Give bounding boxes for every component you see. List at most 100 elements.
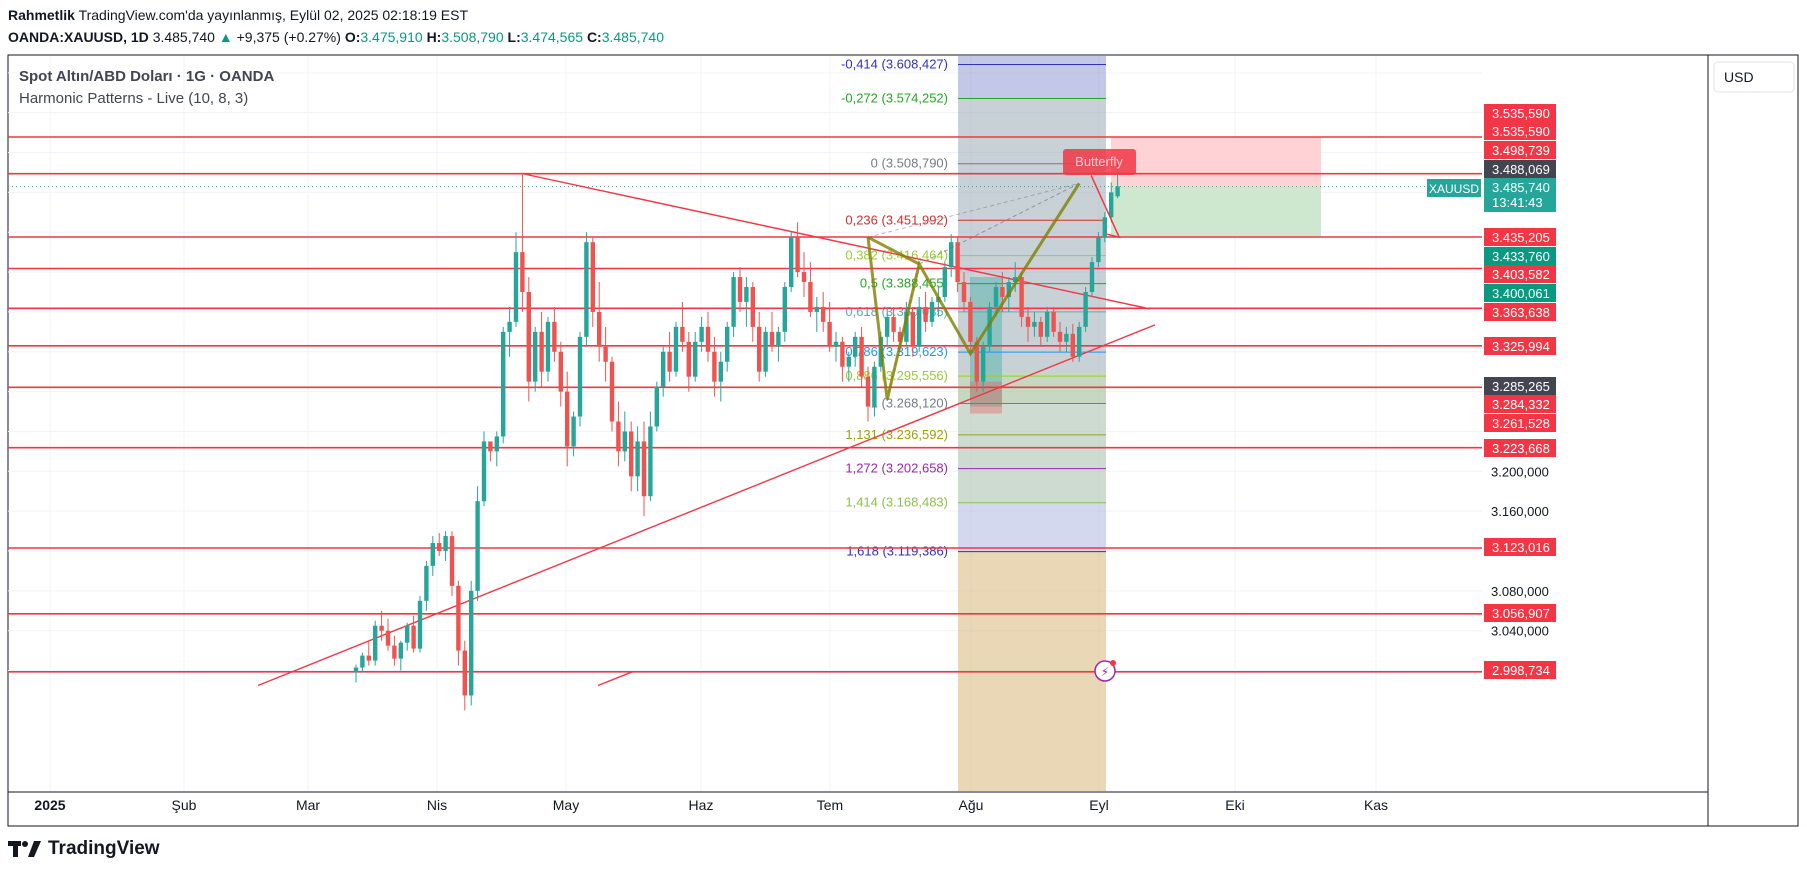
butterfly-label-box[interactable] <box>1063 149 1136 175</box>
pattern-xb-leg <box>867 235 920 266</box>
candle-body <box>763 331 768 372</box>
candle-body <box>929 301 935 322</box>
candle-body <box>353 667 359 673</box>
fib-level-label: 0 (3.508,790) <box>871 156 948 171</box>
x-tick-label: Mar <box>296 797 320 813</box>
candle-body <box>481 441 487 502</box>
fib-level-label: 1,414 (3.168,483) <box>845 495 948 510</box>
candle-body <box>910 311 915 347</box>
candle-body <box>987 306 992 347</box>
candle-body <box>955 242 960 283</box>
price-tag-label: 3.284,332 <box>1492 397 1550 412</box>
x-tick-label: Haz <box>689 797 714 813</box>
candle-body <box>622 431 627 452</box>
candle-body <box>462 650 467 696</box>
candle-body <box>475 501 480 591</box>
tradingview-logo[interactable]: TradingView <box>8 838 160 860</box>
publish-header: Rahmetlik TradingView.com'da yayınlanmış… <box>8 7 468 23</box>
lightning-glyph: ⚡ <box>1101 665 1109 679</box>
candle-body <box>699 326 704 342</box>
candle-body <box>718 361 723 382</box>
candle-body <box>392 645 397 659</box>
candle-body <box>814 306 819 312</box>
candle-body <box>507 321 512 332</box>
candle-body <box>501 331 506 437</box>
fib-level-label: 0,886 (3.295,556) <box>845 368 948 383</box>
currency-button[interactable] <box>1713 61 1795 93</box>
candle-body <box>456 585 461 651</box>
candle-body <box>565 391 570 447</box>
candle-body <box>789 237 794 288</box>
candle-body <box>1077 326 1082 357</box>
candle-body <box>705 326 711 352</box>
price-tag-label: 2.998,734 <box>1492 663 1550 678</box>
candle-body <box>1045 311 1050 337</box>
x-tick-label: Eyl <box>1089 797 1108 813</box>
descending-trendline <box>522 173 1151 310</box>
harmonic-zones <box>958 56 1321 791</box>
candle-body <box>827 321 832 347</box>
x-tick-label: Kas <box>1364 797 1388 813</box>
pattern-bd-dash <box>918 182 1080 265</box>
indicator-legend[interactable]: Harmonic Patterns - Live (10, 8, 3) <box>19 90 248 107</box>
candle-body <box>654 386 659 427</box>
fib-level-label: -0,272 (3.574,252) <box>841 90 948 105</box>
candle-body <box>942 267 947 297</box>
author-name[interactable]: Rahmetlik <box>8 7 75 23</box>
candle-body <box>846 356 851 367</box>
candle-body <box>737 277 743 302</box>
candle-body <box>776 331 781 347</box>
time-axis[interactable]: 2025 Şub Mar Nis May Haz Tem Ağu Eyl Eki Kas <box>34 797 1388 813</box>
fib-level-label: 1,131 (3.236,592) <box>845 427 948 442</box>
candle-body <box>949 242 954 268</box>
candle-body <box>891 316 896 332</box>
projection-arrow <box>1090 175 1121 239</box>
notification-dot <box>1110 660 1116 666</box>
x-tick-label: Tem <box>817 797 843 813</box>
stop-loss-zone <box>1111 137 1321 187</box>
candle-body <box>1109 192 1114 218</box>
candle-body <box>558 351 563 392</box>
last-price-tag <box>1484 178 1556 212</box>
candle-body <box>667 351 672 372</box>
price-axis[interactable]: 3.200,000 3.160,000 3.080,000 3.040,000 3.53… <box>1427 104 1556 679</box>
symbol-name[interactable]: OANDA:XAUUSD, 1D <box>8 29 149 45</box>
fib-level-label: 0,236 (3.451,992) <box>845 212 948 227</box>
candle-body <box>616 421 621 452</box>
candle-body <box>840 341 845 367</box>
fib-level-label: 0,786 (3.319,623) <box>845 344 948 359</box>
candle-body <box>539 331 544 372</box>
y-tick-label: 3.080,000 <box>1491 584 1549 599</box>
candle-body <box>731 277 736 327</box>
candle-body <box>801 272 807 283</box>
prz-zone-top <box>958 56 1106 99</box>
candle-body <box>686 341 691 377</box>
lightning-icon[interactable] <box>1094 660 1116 682</box>
candle-body <box>449 536 455 586</box>
candle-body <box>1064 333 1069 342</box>
price-tag-label: 3.535,590 <box>1492 106 1550 121</box>
candle-body <box>712 351 717 382</box>
candle-body <box>385 630 391 646</box>
candle-body <box>641 441 647 497</box>
candle-body <box>635 441 640 477</box>
high-value: 3.508,790 <box>441 29 504 45</box>
y-tick-label: 3.040,000 <box>1491 624 1549 639</box>
low-label: L: <box>507 29 521 45</box>
candle-body <box>1013 277 1018 283</box>
fib-level-label: 1,272 (3.202,658) <box>845 461 948 476</box>
candle-body <box>411 625 416 649</box>
price-tag-label: 3.433,760 <box>1492 249 1550 264</box>
instrument-legend[interactable]: Spot Altın/ABD Doları · 1G · OANDA <box>19 68 274 85</box>
price-tag <box>1484 104 1556 122</box>
last-price: 3.485,740 <box>152 29 215 45</box>
candle-body <box>897 331 903 342</box>
candle-body <box>1000 287 1005 297</box>
symbol-tag <box>1427 179 1481 197</box>
candle-body <box>1006 282 1011 297</box>
candle-body <box>437 543 442 552</box>
price-tag <box>1484 337 1556 355</box>
up-arrow-icon: ▲ <box>218 29 233 45</box>
candle-body <box>680 326 685 342</box>
